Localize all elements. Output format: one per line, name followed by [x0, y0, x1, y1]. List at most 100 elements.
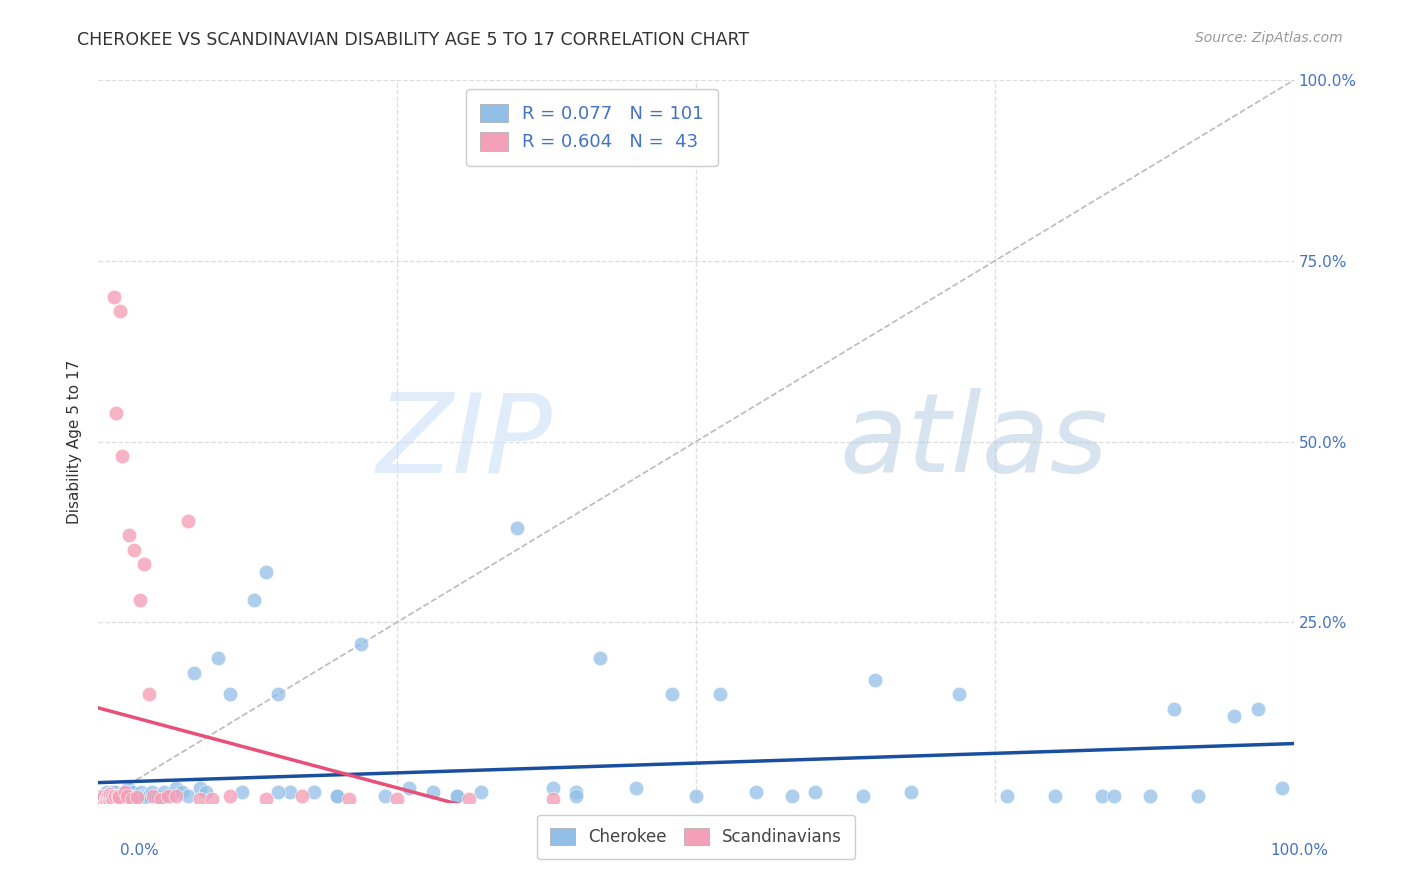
Point — [107, 792, 129, 806]
Point — [122, 790, 145, 805]
Point — [103, 790, 125, 805]
Point — [96, 792, 118, 806]
Point — [93, 789, 115, 803]
Point — [709, 687, 731, 701]
Point — [96, 785, 118, 799]
Point — [165, 781, 187, 796]
Point — [114, 790, 136, 805]
Point — [326, 789, 349, 803]
Point — [339, 792, 361, 806]
Point — [125, 789, 148, 803]
Text: Source: ZipAtlas.com: Source: ZipAtlas.com — [1195, 31, 1343, 45]
Point — [103, 290, 125, 304]
Point — [900, 785, 922, 799]
Point — [94, 790, 117, 805]
Point — [948, 687, 970, 701]
Point — [118, 790, 141, 805]
Point — [90, 792, 112, 806]
Point — [104, 785, 127, 799]
Point — [101, 792, 124, 806]
Point — [108, 790, 131, 805]
Point — [183, 665, 205, 680]
Point — [132, 789, 155, 803]
Point — [685, 789, 707, 803]
Point — [107, 790, 129, 805]
Point — [177, 514, 200, 528]
Point — [446, 789, 468, 803]
Point — [302, 785, 325, 799]
Point — [98, 792, 121, 806]
Point — [804, 785, 827, 799]
Point — [470, 785, 492, 799]
Point — [745, 785, 768, 799]
Point — [506, 521, 529, 535]
Point — [201, 792, 224, 806]
Point — [165, 789, 187, 803]
Point — [780, 789, 803, 803]
Point — [188, 781, 211, 796]
Point — [105, 789, 128, 803]
Point — [98, 787, 122, 801]
Point — [111, 449, 134, 463]
Point — [254, 792, 277, 806]
Point — [458, 792, 481, 806]
Point — [124, 792, 146, 806]
Point — [398, 781, 420, 796]
Point — [207, 651, 229, 665]
Point — [94, 792, 117, 806]
Point — [145, 789, 167, 803]
Point — [219, 789, 242, 803]
Point — [108, 304, 131, 318]
Point — [100, 785, 122, 799]
Point — [1043, 789, 1066, 803]
Point — [865, 673, 887, 687]
Point — [93, 792, 115, 806]
Point — [93, 787, 115, 801]
Point — [1139, 789, 1161, 803]
Point — [1247, 702, 1270, 716]
Point — [188, 792, 211, 806]
Point — [422, 785, 444, 799]
Point — [231, 785, 253, 799]
Point — [138, 687, 160, 701]
Point — [98, 792, 122, 806]
Point — [120, 789, 142, 803]
Text: CHEROKEE VS SCANDINAVIAN DISABILITY AGE 5 TO 17 CORRELATION CHART: CHEROKEE VS SCANDINAVIAN DISABILITY AGE … — [77, 31, 749, 49]
Point — [135, 790, 157, 805]
Point — [97, 789, 120, 803]
Point — [219, 687, 242, 701]
Point — [93, 790, 115, 805]
Point — [91, 792, 114, 806]
Point — [1104, 789, 1126, 803]
Point — [104, 789, 127, 803]
Point — [172, 785, 194, 799]
Point — [118, 528, 141, 542]
Point — [142, 789, 165, 803]
Point — [97, 790, 120, 805]
Point — [852, 789, 875, 803]
Legend: Cherokee, Scandinavians: Cherokee, Scandinavians — [537, 814, 855, 860]
Point — [97, 789, 120, 803]
Point — [254, 565, 277, 579]
Point — [131, 785, 153, 799]
Point — [100, 789, 122, 803]
Point — [995, 789, 1018, 803]
Point — [98, 790, 122, 805]
Point — [107, 790, 129, 805]
Point — [129, 593, 152, 607]
Point — [90, 792, 112, 806]
Point — [100, 790, 122, 805]
Point — [115, 789, 138, 803]
Point — [117, 781, 139, 796]
Point — [138, 789, 160, 803]
Point — [149, 792, 172, 806]
Point — [105, 406, 128, 420]
Point — [1271, 781, 1294, 796]
Point — [326, 789, 349, 803]
Point — [1091, 789, 1114, 803]
Point — [103, 787, 125, 801]
Point — [94, 789, 117, 803]
Point — [1223, 709, 1246, 723]
Point — [105, 792, 128, 806]
Text: 0.0%: 0.0% — [120, 843, 159, 858]
